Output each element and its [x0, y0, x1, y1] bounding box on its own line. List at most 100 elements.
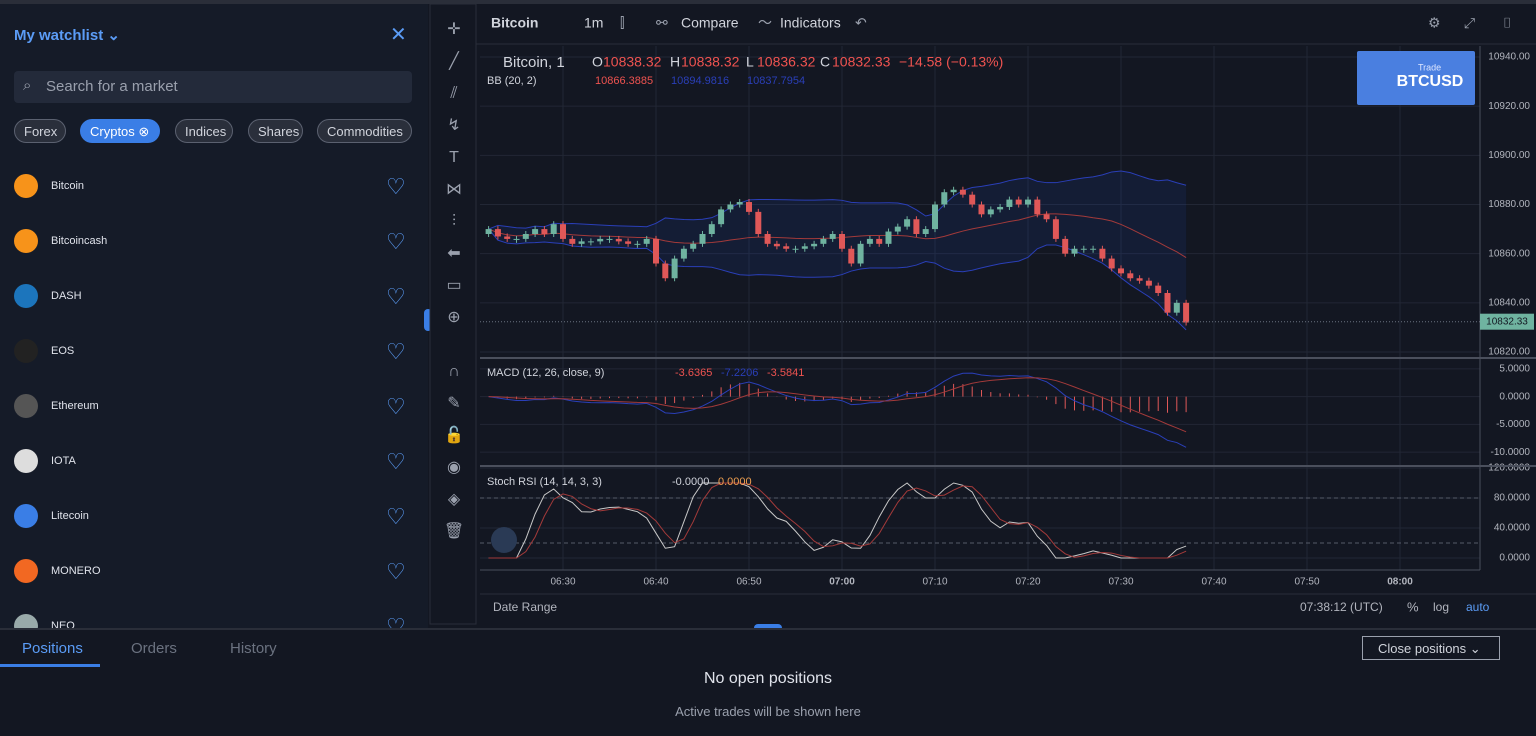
- candle: [997, 206, 1004, 210]
- filter-chip[interactable]: Shares: [248, 119, 303, 143]
- tool-icon[interactable]: ⊕: [447, 309, 460, 326]
- toolbar-icon[interactable]: ⫿: [620, 15, 624, 31]
- candle: [727, 204, 734, 210]
- tool-icon[interactable]: ✛: [447, 21, 460, 38]
- toolbar-icon[interactable]: ↶: [855, 15, 867, 31]
- candle: [653, 238, 659, 264]
- candle: [1183, 302, 1190, 323]
- x-tick-label: 08:00: [1387, 577, 1413, 588]
- last-price-tag: [1480, 313, 1534, 330]
- market-row[interactable]: EOS ♡: [14, 337, 414, 367]
- stoch-value: -0.0000: [672, 476, 709, 488]
- date-range[interactable]: Date Range: [493, 600, 557, 614]
- market-icon: [14, 284, 38, 308]
- tool-icon[interactable]: T: [449, 149, 459, 166]
- tool-icon[interactable]: ╱: [448, 51, 460, 70]
- legend-symbol: Bitcoin, 1: [503, 54, 565, 71]
- resize-handle[interactable]: [754, 624, 782, 628]
- candle: [597, 238, 604, 242]
- tool-icon[interactable]: ∩: [448, 363, 460, 380]
- market-row[interactable]: Bitcoin ♡: [14, 172, 414, 202]
- tool-icon[interactable]: ✎: [447, 395, 460, 412]
- percent-toggle[interactable]: %: [1407, 599, 1419, 614]
- auto-toggle[interactable]: auto: [1466, 600, 1490, 614]
- tool-icon[interactable]: ↯: [447, 117, 460, 134]
- candle: [978, 204, 985, 215]
- toolbar-icon[interactable]: ⤢: [1464, 15, 1475, 31]
- log-toggle[interactable]: log: [1433, 600, 1449, 614]
- close-icon[interactable]: ✕: [390, 24, 407, 46]
- favorite-icon[interactable]: ♡: [386, 174, 406, 199]
- market-name: EOS: [51, 345, 75, 357]
- market-row[interactable]: Litecoin ♡: [14, 502, 414, 532]
- y-tick-label: 0.0000: [1499, 391, 1530, 402]
- toolbar-icon[interactable]: ⚯: [656, 15, 668, 31]
- candle: [1108, 258, 1115, 269]
- empty-title: No open positions: [703, 670, 833, 687]
- symbol[interactable]: Bitcoin: [491, 15, 538, 31]
- toolbar-icon[interactable]: ⚙: [1428, 15, 1441, 31]
- tool-icon[interactable]: ⫶: [452, 213, 456, 230]
- filter-chip[interactable]: Cryptos ⊗: [80, 119, 160, 143]
- search-box[interactable]: Search for a market: [14, 71, 412, 103]
- toolbar-icon[interactable]: 〜: [758, 15, 772, 31]
- filter-chip[interactable]: Commodities: [317, 119, 412, 143]
- candle: [690, 243, 697, 249]
- trade-badge[interactable]: [1357, 51, 1475, 105]
- favorite-icon[interactable]: ♡: [386, 229, 406, 254]
- favorite-icon[interactable]: ♡: [386, 394, 406, 419]
- x-tick-label: 07:10: [922, 577, 947, 588]
- toolbar-icon[interactable]: ⌷: [1503, 15, 1511, 31]
- x-tick-label: 06:40: [643, 577, 668, 588]
- market-row[interactable]: Ethereum ♡: [14, 392, 414, 422]
- candle: [699, 234, 706, 244]
- filter-chip[interactable]: Forex: [14, 119, 66, 143]
- candle: [485, 229, 492, 234]
- y-tick-label: 10920.00: [1488, 101, 1530, 112]
- close-positions-button[interactable]: Close positions ⌄: [1362, 636, 1500, 660]
- market-row[interactable]: MONERO ♡: [14, 557, 414, 587]
- y-tick-label: -5.0000: [1496, 419, 1530, 430]
- favorite-icon[interactable]: ♡: [386, 504, 406, 529]
- tool-icon[interactable]: ⬅: [447, 245, 460, 262]
- stoch-label: Stoch RSI (14, 14, 3, 3): [487, 476, 602, 488]
- favorite-icon[interactable]: ♡: [386, 284, 406, 309]
- market-name: IOTA: [51, 455, 76, 467]
- tool-icon[interactable]: 🔓: [444, 425, 464, 444]
- tab[interactable]: Positions: [22, 640, 83, 657]
- favorite-icon[interactable]: ♡: [386, 559, 406, 584]
- candle: [1080, 248, 1087, 250]
- market-row[interactable]: DASH ♡: [14, 282, 414, 312]
- tool-icon[interactable]: ▭: [446, 277, 461, 294]
- filter-chip[interactable]: Indices: [175, 119, 233, 143]
- favorite-icon[interactable]: ♡: [386, 339, 406, 364]
- macd-line: [488, 372, 1187, 448]
- stoch-d: [488, 482, 1187, 559]
- tab[interactable]: Orders: [131, 640, 177, 657]
- interval[interactable]: 1m: [584, 15, 603, 31]
- tool-icon[interactable]: ⫽: [449, 85, 457, 102]
- tool-icon[interactable]: ⋈: [446, 181, 462, 198]
- market-icon: [14, 559, 38, 583]
- indicators[interactable]: Indicators: [780, 15, 841, 31]
- favorite-icon[interactable]: ♡: [386, 449, 406, 474]
- candle: [643, 238, 650, 244]
- market-row[interactable]: IOTA ♡: [14, 447, 414, 477]
- tab[interactable]: History: [230, 640, 277, 657]
- candle: [541, 229, 548, 234]
- market-row[interactable]: Bitcoincash ♡: [14, 227, 414, 257]
- tool-icon[interactable]: 🗑: [444, 522, 464, 540]
- compare[interactable]: Compare: [681, 15, 739, 31]
- y-tick-label: 10860.00: [1488, 248, 1530, 259]
- resize-handle[interactable]: [424, 309, 432, 331]
- y-tick-label: 40.0000: [1494, 523, 1531, 534]
- tool-icon[interactable]: ◈: [448, 491, 461, 508]
- chart-area: ✛ ╱ ⫽ ↯ T ⋈ ⫶ ⬅ ▭ ⊕ ∩ ✎ 🔓 ◉ ◈ 🗑 Bitcoin 1m Compare Indicato…: [0, 0, 1536, 628]
- candle: [783, 246, 790, 249]
- tool-icon[interactable]: ◉: [447, 459, 461, 476]
- trade-symbol: BTCUSD: [1397, 73, 1464, 90]
- candle: [504, 236, 511, 239]
- candle: [764, 234, 771, 244]
- watchlist-title[interactable]: My watchlist ⌄: [14, 27, 120, 44]
